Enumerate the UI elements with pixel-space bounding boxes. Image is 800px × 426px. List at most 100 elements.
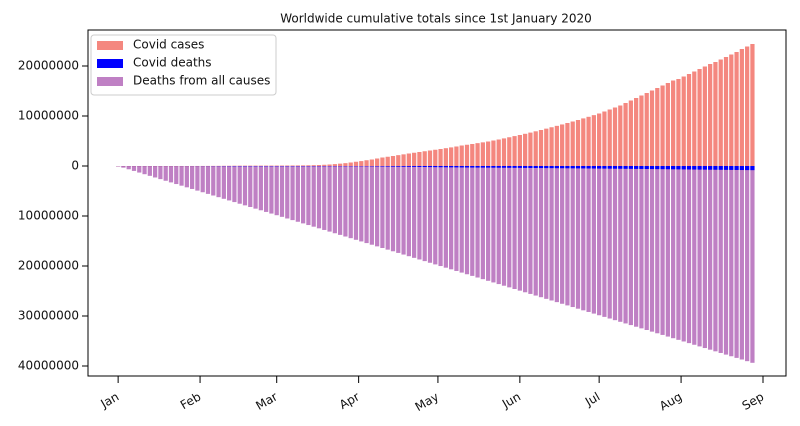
legend-label: Covid cases <box>133 38 204 52</box>
bar <box>121 166 126 168</box>
y-tick-label: 0 <box>71 159 79 173</box>
bar <box>491 166 496 283</box>
bar <box>459 166 464 168</box>
bar <box>517 166 522 168</box>
bar <box>649 166 655 170</box>
bar <box>544 166 549 169</box>
legend-label: Deaths from all causes <box>133 74 270 88</box>
bar <box>612 166 618 169</box>
bar <box>597 113 602 166</box>
bar <box>639 95 644 166</box>
bar <box>459 166 464 273</box>
bar <box>422 166 427 262</box>
bar <box>718 166 723 353</box>
bar <box>591 166 596 314</box>
bar <box>158 166 163 180</box>
bar <box>131 166 137 171</box>
bar <box>597 166 602 169</box>
bar <box>322 164 327 166</box>
bar <box>554 166 559 303</box>
y-tick-label: 10000000 <box>18 209 79 223</box>
bar <box>655 166 660 170</box>
bar <box>570 166 575 169</box>
bar <box>544 128 549 166</box>
x-tick-label: Apr <box>337 389 362 412</box>
bar <box>264 166 269 212</box>
bar <box>417 166 422 167</box>
axes-frame <box>87 29 787 377</box>
bar <box>507 166 512 288</box>
bar <box>338 166 343 235</box>
bar <box>375 158 380 166</box>
bar <box>475 166 480 168</box>
bar <box>729 54 734 166</box>
bar <box>512 136 517 166</box>
bar <box>412 166 417 167</box>
bar <box>544 166 549 299</box>
bar <box>660 85 665 166</box>
bar <box>634 98 639 166</box>
bar <box>327 166 332 232</box>
x-tick-label: Feb <box>178 390 203 413</box>
bar <box>665 83 670 166</box>
bar <box>739 166 744 360</box>
bar <box>602 166 607 169</box>
bar <box>702 66 707 166</box>
bar <box>565 123 570 166</box>
bar <box>602 111 607 166</box>
bar <box>538 166 544 298</box>
legend-swatch <box>97 41 123 50</box>
x-tick-label: Sep <box>740 390 767 413</box>
bar <box>443 166 448 268</box>
bar <box>443 166 448 168</box>
bar <box>454 166 459 271</box>
bar <box>205 166 211 194</box>
bar <box>581 118 586 166</box>
x-tick-label: Jan <box>97 390 121 412</box>
bar <box>190 166 195 189</box>
bar <box>671 166 676 339</box>
bar <box>708 166 713 350</box>
bar <box>739 166 744 171</box>
bar <box>311 165 316 166</box>
bar <box>702 166 707 170</box>
bar <box>174 166 179 185</box>
bar <box>692 166 697 345</box>
bar-series <box>116 44 755 167</box>
bar <box>713 62 718 166</box>
bar <box>301 165 306 166</box>
bar <box>195 166 200 191</box>
bar <box>501 166 507 286</box>
bar <box>147 166 152 176</box>
bar <box>475 143 480 166</box>
bar <box>480 142 485 166</box>
bar <box>586 116 591 166</box>
bar <box>533 166 538 296</box>
bar <box>406 153 411 166</box>
bar <box>496 166 501 285</box>
bar <box>639 166 644 329</box>
bar <box>142 166 147 175</box>
bar <box>306 165 311 166</box>
bar <box>353 166 359 240</box>
bar <box>137 166 142 173</box>
legend-label: Covid deaths <box>133 56 212 70</box>
bar <box>523 166 528 168</box>
bar <box>163 166 168 181</box>
bar <box>565 166 570 169</box>
bar <box>375 166 380 247</box>
bar <box>723 166 729 170</box>
bar <box>575 166 581 169</box>
bar <box>269 166 274 214</box>
bar <box>322 166 327 230</box>
bar <box>290 165 295 166</box>
bar <box>449 166 454 270</box>
bar <box>528 132 533 166</box>
bar <box>216 166 221 198</box>
bar <box>554 166 559 169</box>
x-tick-label: Jul <box>582 390 602 410</box>
bar <box>406 166 411 257</box>
bar <box>316 165 322 166</box>
bar <box>470 166 475 168</box>
